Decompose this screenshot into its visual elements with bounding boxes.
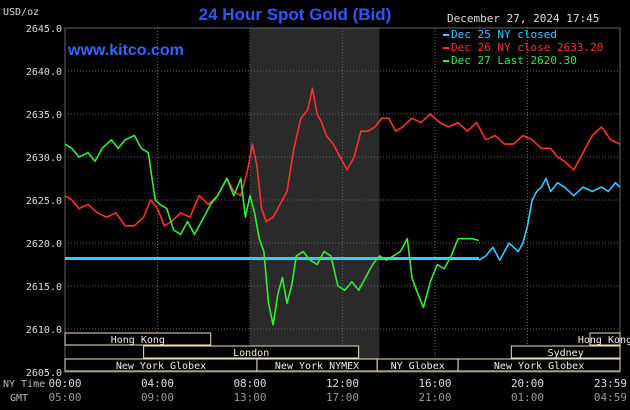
- session-label: Hong Kong: [111, 335, 165, 346]
- x-tick-label-gmt: 01:00: [511, 391, 544, 404]
- session-box: [510, 345, 621, 359]
- timestamp: December 27, 2024 17:45: [447, 12, 599, 25]
- x-tick-label-ny: 12:00: [326, 377, 359, 390]
- y-tick-label: 2625.0: [26, 196, 62, 207]
- legend: Dec 25 NY closed Dec 26 NY close 2633.20…: [443, 28, 603, 67]
- session-box: [64, 332, 212, 346]
- x-tick-label-gmt: 21:00: [418, 391, 451, 404]
- session-label: New York Globex: [116, 361, 206, 372]
- y-tick-label: 2640.0: [26, 67, 62, 78]
- session-box: [143, 345, 360, 359]
- y-tick-label: 2620.0: [26, 239, 62, 250]
- x-tick-label-gmt: 09:00: [141, 391, 174, 404]
- gmt-row-label: GMT: [10, 393, 28, 404]
- session-label: Hong Kong: [578, 335, 630, 346]
- unit-label: USD/oz: [3, 7, 39, 18]
- chart-title: 24 Hour Spot Gold (Bid): [199, 5, 392, 24]
- session-label: NY Globex: [391, 361, 445, 372]
- y-tick-label: 2615.0: [26, 282, 62, 293]
- legend-dec27: Dec 27 Last 2620.30: [451, 54, 577, 67]
- x-tick-label-ny: 08:00: [233, 377, 266, 390]
- session-box: [457, 358, 621, 372]
- x-tick-label-gmt: 13:00: [233, 391, 266, 404]
- x-tick-label-ny: 16:00: [418, 377, 451, 390]
- ny-time-row-label: NY Time: [3, 379, 45, 390]
- x-tick-label-gmt: 04:59: [594, 391, 627, 404]
- session-label: New York NYMEX: [275, 361, 359, 372]
- y-tick-label: 2645.0: [26, 24, 62, 35]
- y-tick-label: 2635.0: [26, 110, 62, 121]
- series-line-dec27: [64, 134, 480, 326]
- legend-dec26: Dec 26 NY close 2633.20: [451, 41, 603, 54]
- session-label: New York Globex: [494, 361, 584, 372]
- x-tick-label-ny: 20:00: [511, 377, 544, 390]
- x-tick-label-ny: 04:00: [141, 377, 174, 390]
- session-box: [589, 332, 621, 346]
- series-line-dec25: [478, 177, 621, 262]
- legend-dec25: Dec 25 NY closed: [451, 28, 557, 41]
- y-tick-label: 2605.0: [26, 368, 62, 379]
- y-tick-label: 2610.0: [26, 325, 62, 336]
- x-tick-label-ny: 00:00: [48, 377, 81, 390]
- x-tick-label-gmt: 17:00: [326, 391, 359, 404]
- x-tick-label-gmt: 05:00: [48, 391, 81, 404]
- y-tick-label: 2630.0: [26, 153, 62, 164]
- session-label: Sydney: [548, 348, 584, 359]
- plot-frame: [64, 27, 621, 373]
- website-link[interactable]: www.kitco.com: [67, 42, 184, 59]
- x-tick-label-ny: 23:59: [594, 377, 627, 390]
- session-label: London: [233, 348, 269, 359]
- series-line-dec26: [64, 87, 621, 227]
